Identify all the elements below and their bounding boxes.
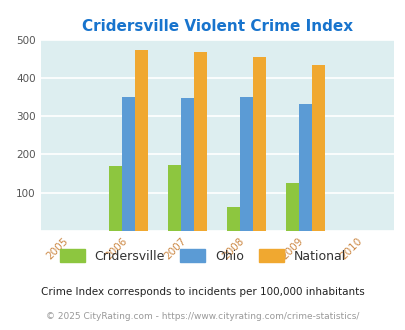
Title: Cridersville Violent Crime Index: Cridersville Violent Crime Index <box>81 19 352 34</box>
Bar <box>252 57 265 231</box>
Bar <box>168 165 181 231</box>
Text: Crime Index corresponds to incidents per 100,000 inhabitants: Crime Index corresponds to incidents per… <box>41 287 364 297</box>
Bar <box>298 104 311 231</box>
Bar <box>194 52 207 231</box>
Bar <box>286 183 298 231</box>
Bar <box>311 65 324 231</box>
Bar <box>227 207 240 231</box>
Bar <box>181 98 194 231</box>
Bar <box>135 50 148 231</box>
Bar <box>122 97 135 231</box>
Bar <box>109 166 122 231</box>
Text: © 2025 CityRating.com - https://www.cityrating.com/crime-statistics/: © 2025 CityRating.com - https://www.city… <box>46 312 359 321</box>
Bar <box>240 97 252 231</box>
Legend: Cridersville, Ohio, National: Cridersville, Ohio, National <box>60 249 345 263</box>
